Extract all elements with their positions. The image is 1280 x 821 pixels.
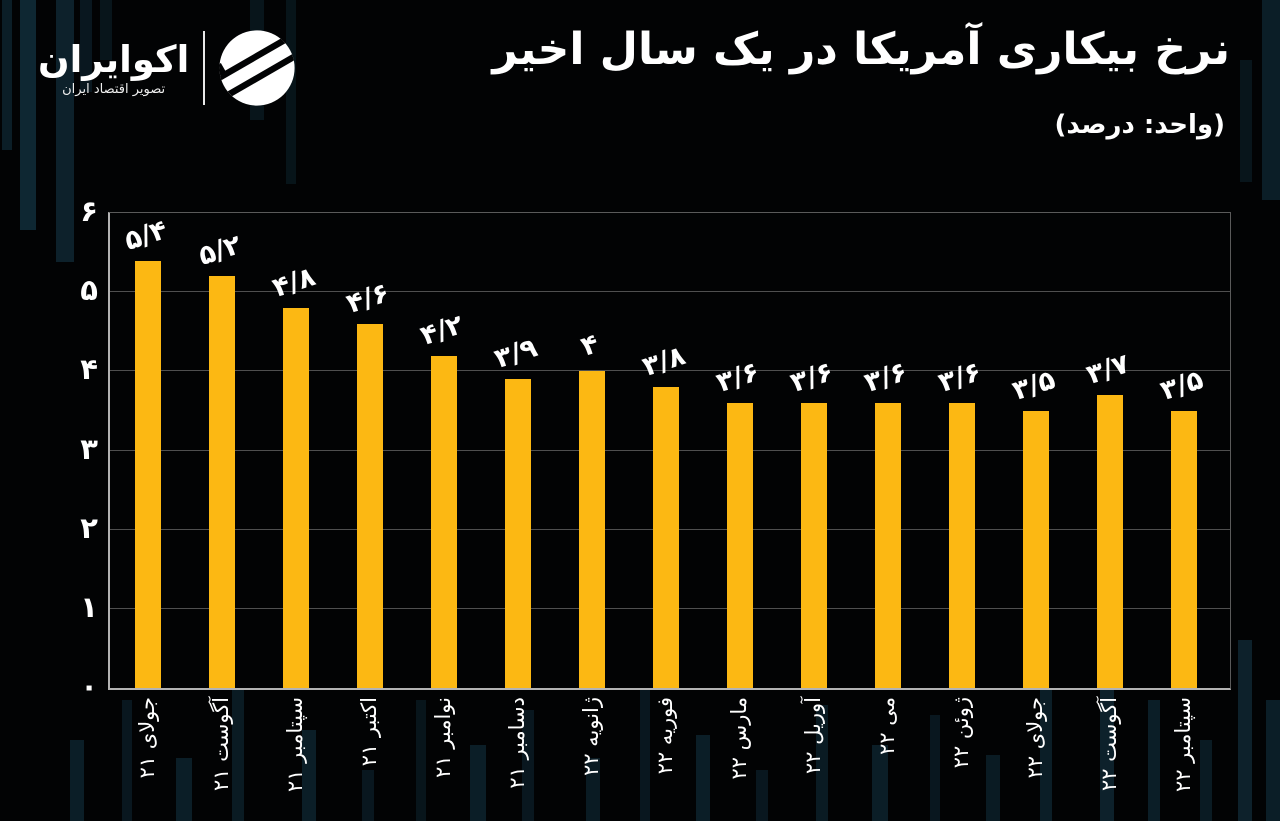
y-axis-tick-label: ۳	[80, 431, 98, 466]
bar	[801, 403, 827, 688]
y-axis-tick-label: ۵	[80, 273, 98, 308]
bar-chart-plot-area	[108, 212, 1231, 690]
x-axis-category-label: دسامبر ۲۱	[505, 697, 529, 789]
x-axis-category-label: فوریه ۲۲	[653, 697, 677, 775]
x-axis-category-label: جولای ۲۲	[1023, 697, 1047, 779]
x-axis-category-label: آگوست ۲۱	[209, 697, 233, 792]
x-axis-category-label: اکتبر ۲۱	[357, 697, 381, 767]
background-stripe	[1200, 740, 1212, 821]
x-axis-category-label: جولای ۲۱	[135, 697, 159, 779]
bar	[1097, 395, 1123, 688]
background-stripe	[122, 700, 132, 821]
logo-divider	[203, 31, 206, 105]
gridline	[110, 291, 1230, 293]
bar	[653, 387, 679, 688]
bar	[727, 403, 753, 688]
x-axis-category-label: سپتامبر ۲۲	[1171, 697, 1195, 793]
x-axis-category-label: مارس ۲۲	[727, 697, 751, 780]
x-axis-category-label: می ۲۲	[875, 697, 899, 755]
ecoiran-logo-icon	[217, 28, 298, 107]
bar	[505, 379, 531, 688]
logo-tagline: تصویر اقتصاد ایران	[62, 82, 166, 98]
y-axis-tick-label: ۲	[80, 510, 98, 545]
background-stripe	[2, 0, 12, 150]
background-stripe	[1148, 700, 1160, 821]
y-axis-tick-label: ۶	[80, 194, 98, 228]
gridline	[110, 370, 1230, 372]
bar	[431, 355, 457, 688]
background-stripe	[20, 0, 36, 230]
background-stripe	[470, 745, 486, 821]
bar	[135, 260, 161, 688]
background-stripe	[1238, 640, 1252, 821]
background-stripe	[1262, 0, 1280, 200]
bar	[209, 276, 235, 688]
x-axis-category-label: آگوست ۲۲	[1097, 697, 1121, 792]
bar	[357, 323, 383, 688]
y-axis-tick-label: ۴	[80, 352, 98, 387]
bar	[1023, 410, 1049, 688]
background-stripe	[756, 770, 768, 821]
background-stripe	[640, 690, 650, 821]
background-stripe	[176, 758, 192, 821]
background-stripe	[70, 740, 84, 821]
y-axis-tick-label: ۱	[80, 589, 98, 624]
background-stripe	[416, 700, 426, 821]
bar	[949, 403, 975, 688]
x-axis-category-label: آوریل ۲۲	[801, 697, 825, 775]
bar	[875, 403, 901, 688]
background-stripe	[1266, 700, 1280, 821]
bar	[579, 371, 605, 688]
logo-text-block: اکوایران تصویر اقتصاد ایران	[38, 37, 190, 98]
bar	[1171, 410, 1197, 688]
x-axis-category-label: ژانویه ۲۲	[579, 697, 603, 777]
chart-title: نرخ بیکاری آمریکا در یک سال اخیر	[492, 24, 1230, 75]
background-stripe	[930, 715, 940, 821]
x-axis-category-label: نوامبر ۲۱	[431, 697, 455, 778]
background-stripe	[696, 735, 710, 821]
x-axis-category-label: سپتامبر ۲۱	[283, 697, 307, 793]
background-stripe	[986, 755, 1000, 821]
logo-wordmark: اکوایران	[38, 37, 190, 81]
bar	[283, 308, 309, 688]
x-axis-category-label: ژوئن ۲۲	[949, 697, 973, 769]
y-axis-tick-label: ۰	[80, 669, 98, 703]
chart-unit-subtitle: (واحد: درصد)	[1054, 110, 1226, 140]
ecoiran-logo: اکوایران تصویر اقتصاد ایران	[38, 28, 298, 108]
background-stripe	[1240, 60, 1252, 182]
